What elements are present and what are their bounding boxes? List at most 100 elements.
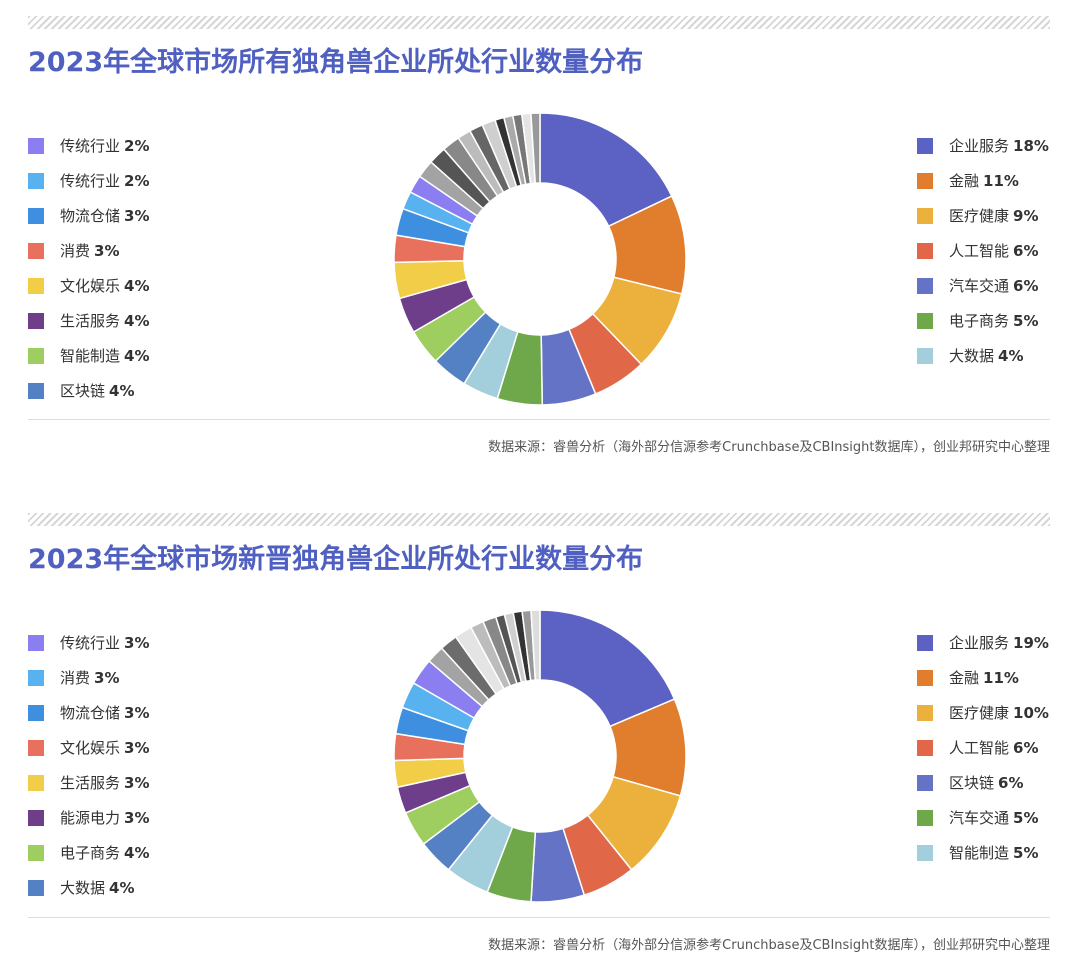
- legend-label: 电子商务: [60, 844, 121, 862]
- legend-value: 4%: [109, 381, 135, 400]
- legend-label: 企业服务: [949, 137, 1010, 155]
- legend-label: 传统行业: [60, 137, 121, 155]
- legend-label: 区块链: [60, 382, 106, 400]
- legend-value: 11%: [983, 171, 1019, 190]
- header-stripe: [28, 513, 1050, 526]
- legend-value: 5%: [1013, 843, 1039, 862]
- legend-right: 企业服务 19% 金融 11% 医疗健康 10% 人工智能 6% 区块链 6% 汽车交通 5% 智能制造…: [917, 625, 1049, 870]
- legend-item: 区块链 6%: [917, 765, 1049, 800]
- legend-label: 生活服务: [60, 774, 121, 792]
- chart-panel-2: 2023年全球市场新晋独角兽企业所处行业数量分布 传统行业 3% 消费 3% 物流仓储 3…: [0, 497, 1080, 977]
- legend-swatch: [917, 172, 933, 189]
- legend-label: 智能制造: [949, 844, 1010, 862]
- legend-item: 生活服务 3%: [28, 765, 149, 800]
- legend-swatch: [28, 704, 44, 721]
- legend-item: 传统行业 3%: [28, 625, 149, 660]
- divider: [28, 419, 1050, 420]
- legend-label: 人工智能: [949, 242, 1010, 260]
- legend-swatch: [917, 739, 933, 756]
- legend-swatch: [28, 809, 44, 826]
- legend-value: 3%: [124, 808, 150, 827]
- legend-swatch: [28, 312, 44, 329]
- legend-item: 物流仓储 3%: [28, 695, 149, 730]
- legend-swatch: [917, 277, 933, 294]
- legend-item: 电子商务 4%: [28, 835, 149, 870]
- legend-value: 11%: [983, 668, 1019, 687]
- legend-label: 消费: [60, 242, 91, 260]
- legend-label: 医疗健康: [949, 704, 1010, 722]
- legend-value: 3%: [124, 773, 150, 792]
- legend-swatch: [28, 207, 44, 224]
- legend-swatch: [917, 669, 933, 686]
- legend-item: 能源电力 3%: [28, 800, 149, 835]
- legend-swatch: [28, 634, 44, 651]
- legend-swatch: [917, 704, 933, 721]
- legend-label: 文化娱乐: [60, 277, 121, 295]
- legend-swatch: [917, 242, 933, 259]
- legend-label: 大数据: [60, 879, 106, 897]
- legend-swatch: [917, 634, 933, 651]
- legend-item: 医疗健康 10%: [917, 695, 1049, 730]
- legend-item: 区块链 4%: [28, 373, 149, 408]
- legend-swatch: [917, 207, 933, 224]
- legend-swatch: [28, 172, 44, 189]
- legend-item: 企业服务 18%: [917, 128, 1049, 163]
- donut-chart: [393, 609, 687, 903]
- legend-label: 汽车交通: [949, 277, 1010, 295]
- legend-value: 6%: [1013, 738, 1039, 757]
- donut-chart: [393, 112, 687, 406]
- legend-swatch: [28, 739, 44, 756]
- legend-value: 18%: [1013, 136, 1049, 155]
- legend-value: 3%: [124, 703, 150, 722]
- legend-value: 19%: [1013, 633, 1049, 652]
- legend-right: 企业服务 18% 金融 11% 医疗健康 9% 人工智能 6% 汽车交通 6% 电子商务 5% 大数据 4…: [917, 128, 1049, 373]
- legend-swatch: [28, 774, 44, 791]
- legend-value: 4%: [124, 311, 150, 330]
- legend-item: 企业服务 19%: [917, 625, 1049, 660]
- legend-swatch: [28, 277, 44, 294]
- chart-title: 2023年全球市场新晋独角兽企业所处行业数量分布: [28, 544, 644, 575]
- legend-value: 4%: [124, 843, 150, 862]
- legend-value: 3%: [124, 633, 150, 652]
- legend-label: 区块链: [949, 774, 995, 792]
- legend-label: 传统行业: [60, 634, 121, 652]
- legend-item: 人工智能 6%: [917, 730, 1049, 765]
- legend-swatch: [28, 382, 44, 399]
- legend-swatch: [28, 242, 44, 259]
- legend-swatch: [28, 347, 44, 364]
- legend-swatch: [28, 137, 44, 154]
- divider: [28, 917, 1050, 918]
- legend-item: 消费 3%: [28, 233, 149, 268]
- legend-item: 生活服务 4%: [28, 303, 149, 338]
- legend-label: 汽车交通: [949, 809, 1010, 827]
- legend-left: 传统行业 3% 消费 3% 物流仓储 3% 文化娱乐 3% 生活服务 3% 能源电力 3% 电子商务 4%…: [28, 625, 149, 905]
- legend-value: 2%: [124, 171, 150, 190]
- legend-value: 10%: [1013, 703, 1049, 722]
- legend-value: 9%: [1013, 206, 1039, 225]
- source-note: 数据来源：睿兽分析（海外部分信源参考Crunchbase及CBInsight数据…: [488, 938, 1050, 953]
- legend-value: 3%: [94, 241, 120, 260]
- legend-item: 大数据 4%: [28, 870, 149, 905]
- legend-value: 5%: [1013, 311, 1039, 330]
- legend-item: 医疗健康 9%: [917, 198, 1049, 233]
- legend-label: 大数据: [949, 347, 995, 365]
- chart-title: 2023年全球市场所有独角兽企业所处行业数量分布: [28, 47, 644, 78]
- legend-value: 4%: [124, 276, 150, 295]
- legend-swatch: [917, 312, 933, 329]
- legend-label: 智能制造: [60, 347, 121, 365]
- legend-label: 人工智能: [949, 739, 1010, 757]
- legend-item: 金融 11%: [917, 660, 1049, 695]
- legend-label: 文化娱乐: [60, 739, 121, 757]
- legend-label: 传统行业: [60, 172, 121, 190]
- legend-swatch: [917, 347, 933, 364]
- source-note: 数据来源：睿兽分析（海外部分信源参考Crunchbase及CBInsight数据…: [488, 440, 1050, 455]
- legend-label: 电子商务: [949, 312, 1010, 330]
- donut-slice: [539, 112, 673, 228]
- legend-item: 文化娱乐 4%: [28, 268, 149, 303]
- legend-item: 金融 11%: [917, 163, 1049, 198]
- header-stripe: [28, 16, 1050, 29]
- legend-value: 3%: [124, 738, 150, 757]
- legend-swatch: [28, 669, 44, 686]
- legend-label: 消费: [60, 669, 91, 687]
- legend-item: 大数据 4%: [917, 338, 1049, 373]
